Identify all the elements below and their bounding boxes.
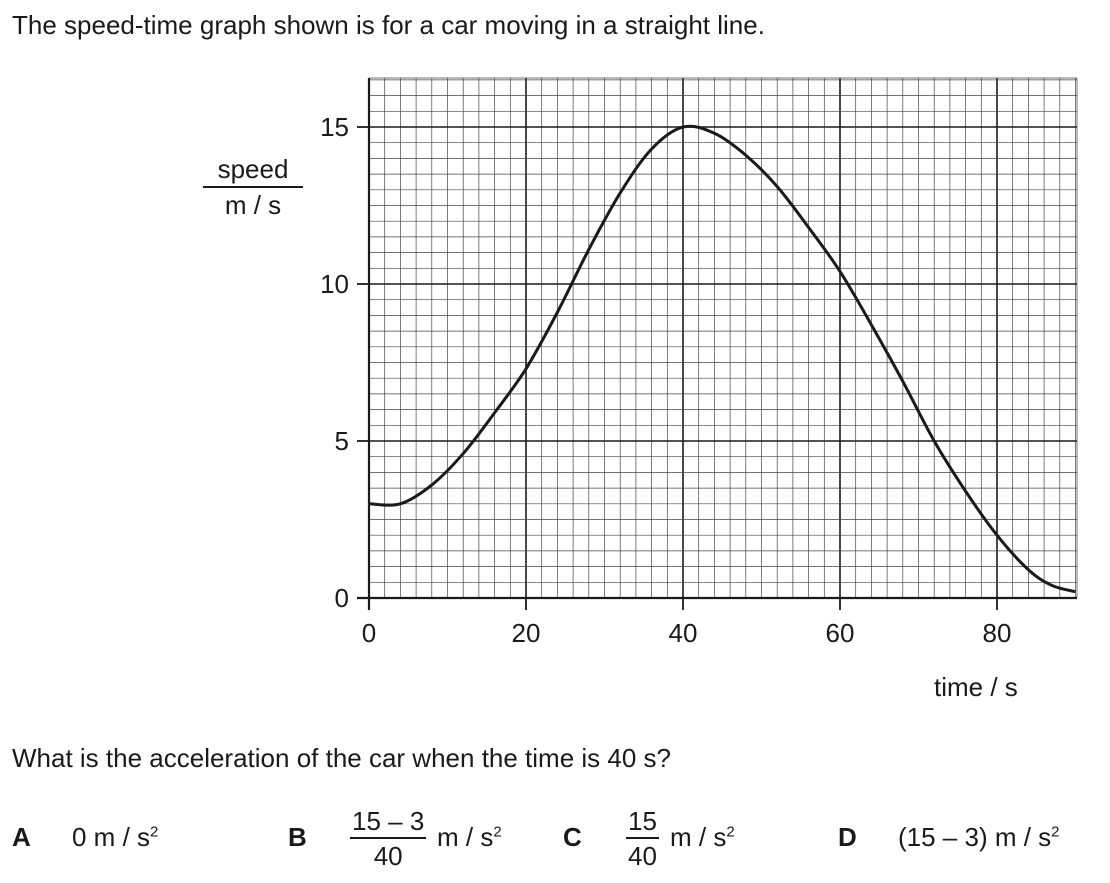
option-c-letter: C: [563, 822, 582, 852]
y-axis-label-quantity: speed: [203, 154, 303, 188]
option-b-unit: m / s: [437, 822, 494, 852]
option-a-answer[interactable]: 0 m / s2: [72, 822, 158, 853]
option-c-fraction[interactable]: 15 40: [626, 806, 659, 871]
y-tick-label: 15: [320, 112, 349, 142]
option-b-exponent: 2: [493, 823, 502, 841]
x-tick-label: 80: [983, 618, 1012, 648]
question-text: What is the acceleration of the car when…: [12, 743, 672, 773]
option-a-exponent: 2: [150, 823, 159, 841]
option-d-text: (15 – 3) m / s: [898, 822, 1052, 852]
y-tick-label: 5: [335, 426, 349, 456]
option-c-unit: m / s: [670, 822, 727, 852]
y-axis-label: speed m / s: [203, 154, 303, 220]
option-c-numerator: 15: [626, 806, 659, 839]
option-b-fraction[interactable]: 15 – 3 40: [350, 806, 427, 871]
option-b-denominator: 40: [373, 841, 403, 871]
option-b-numerator: 15 – 3: [350, 806, 427, 839]
option-b-unit-wrap: m / s2: [437, 822, 502, 853]
option-a-text: 0 m / s: [72, 822, 151, 852]
x-axis-label: time / s: [934, 672, 1018, 702]
y-tick-label: 0: [335, 583, 349, 613]
option-d-answer[interactable]: (15 – 3) m / s2: [898, 822, 1060, 853]
x-tick-label: 60: [826, 618, 855, 648]
option-a-letter: A: [12, 822, 31, 852]
option-b-letter: B: [288, 822, 307, 852]
y-axis-label-unit: m / s: [224, 190, 282, 220]
option-d-exponent: 2: [1051, 823, 1060, 841]
option-d-letter: D: [838, 822, 857, 852]
x-tick-label: 0: [362, 618, 376, 648]
option-c-exponent: 2: [726, 823, 735, 841]
intro-text: The speed-time graph shown is for a car …: [12, 10, 765, 40]
y-tick-label: 10: [320, 269, 349, 299]
option-c-denominator: 40: [628, 841, 657, 871]
x-tick-label: 40: [669, 618, 698, 648]
x-tick-label: 20: [512, 618, 541, 648]
option-c-unit-wrap: m / s2: [670, 822, 735, 853]
speed-curve: [368, 124, 1076, 594]
